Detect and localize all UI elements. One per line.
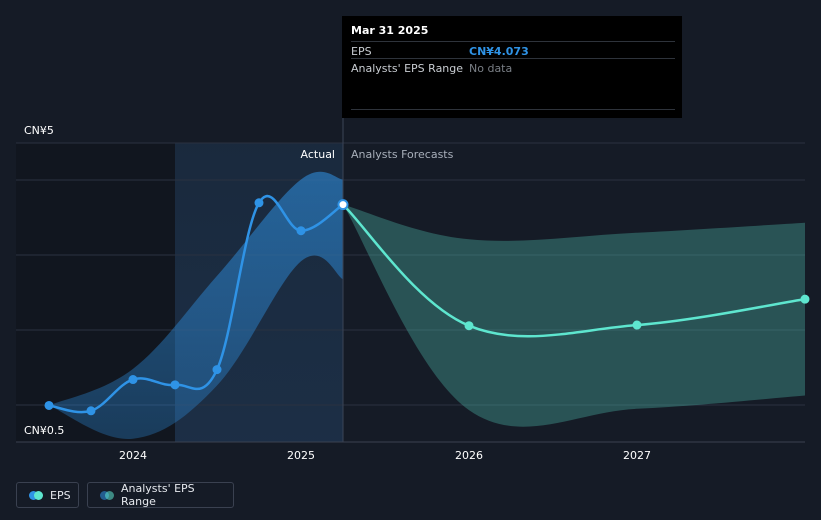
legend-eps-label: EPS xyxy=(50,488,71,502)
x-tick-label-2025: 2025 xyxy=(287,449,315,462)
actual-label: Actual xyxy=(301,148,335,161)
tooltip-range-label: Analysts' EPS Range xyxy=(351,62,464,75)
tooltip: Mar 31 2025 EPS CN¥4.073 Analysts' EPS R… xyxy=(342,16,682,118)
tooltip-date: Mar 31 2025 xyxy=(351,24,429,37)
forecast-label: Analysts Forecasts xyxy=(351,148,454,161)
eps-point xyxy=(86,406,96,416)
eps-line-1 xyxy=(341,203,807,338)
tooltip-eps-value: CN¥4.073 xyxy=(469,45,529,58)
eps-point xyxy=(632,320,642,330)
eps-line-0 xyxy=(47,194,345,414)
tooltip-range-row: Analysts' EPS Range No data xyxy=(351,58,675,76)
eps-point xyxy=(128,375,138,385)
tooltip-eps-label: EPS xyxy=(351,45,372,58)
eps-point xyxy=(800,294,810,304)
eps-point xyxy=(212,365,222,375)
eps-point xyxy=(170,380,180,390)
x-tick-label-2026: 2026 xyxy=(455,449,483,462)
legend-range-label: Analysts' EPS Range xyxy=(121,482,195,508)
y-axis-bottom-label: CN¥0.5 xyxy=(24,424,64,437)
legend-eps-button[interactable]: EPS xyxy=(16,482,79,508)
eps-point xyxy=(464,321,474,331)
x-tick-label-2027: 2027 xyxy=(623,449,651,462)
y-axis-top-label: CN¥5 xyxy=(24,124,54,137)
eps-range-band-0 xyxy=(49,171,343,439)
range-swatch-icon xyxy=(100,490,114,500)
eps-point xyxy=(44,400,54,410)
eps-current-point xyxy=(337,199,349,211)
eps-range-band-1 xyxy=(343,204,805,427)
eps-point xyxy=(296,226,306,236)
legend-range-button[interactable]: Analysts' EPS Range xyxy=(87,482,234,508)
x-tick-label-2024: 2024 xyxy=(119,449,147,462)
tooltip-divider xyxy=(351,109,675,110)
tooltip-range-value: No data xyxy=(469,62,513,75)
eps-point xyxy=(254,198,264,208)
tooltip-eps-row: EPS CN¥4.073 xyxy=(351,41,675,59)
eps-swatch-icon xyxy=(29,490,43,500)
